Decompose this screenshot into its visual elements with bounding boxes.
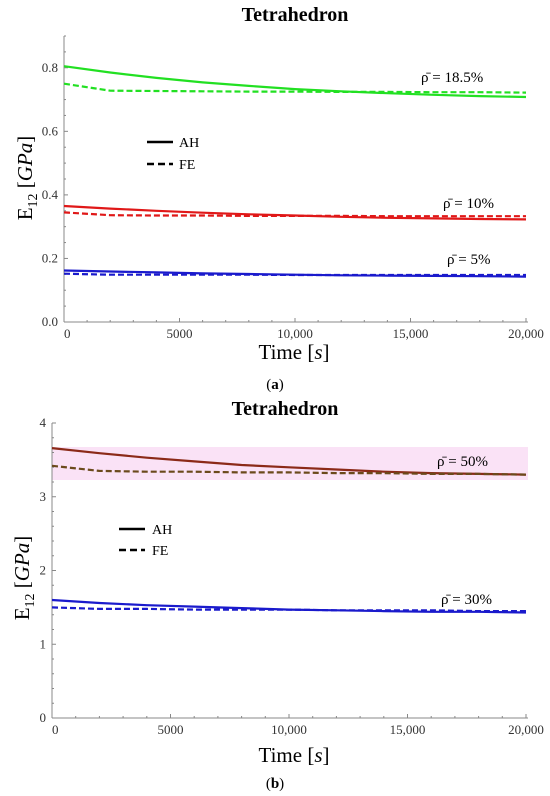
- y-tick-label-a: 0.4: [42, 187, 59, 202]
- x-tick-label-b: 5000: [158, 722, 184, 737]
- series-line-a-ah-4: [63, 269, 527, 278]
- legend-label-ah-a: AH: [179, 136, 199, 151]
- y-tick-label-b: 3: [40, 489, 47, 504]
- y-tick-label-a: 0.0: [42, 314, 58, 329]
- legend-label-ah-b: AH: [152, 523, 172, 538]
- legend-b: AH FE: [119, 523, 172, 559]
- caption-a: (a): [266, 377, 284, 393]
- series-line-b-ah-0: [51, 447, 527, 476]
- x-axis-label-b: Time [s]: [258, 743, 329, 767]
- annotation-rho-30: ρ̄ = 30%: [441, 592, 492, 608]
- x-tick-label-a: 5000: [167, 326, 193, 341]
- legend-label-fe-a: FE: [179, 158, 195, 173]
- annotation-rho-18-5: ρ̄ = 18.5%: [421, 70, 483, 86]
- x-unit-a: [s]: [307, 340, 329, 364]
- ticks-a: 0 5000 10,000 15,000 20,000 0.0 0.2 0.4 0.6 0.8: [42, 35, 544, 341]
- legend-label-fe-b: FE: [152, 544, 168, 559]
- chart-title-b: Tetrahedron: [232, 398, 339, 420]
- y-tick-label-b: 1: [40, 636, 47, 651]
- x-tick-label-b: 15,000: [390, 722, 426, 737]
- y-axis-label-a: E12 [GPa]: [13, 136, 41, 221]
- y-tick-label-b: 2: [40, 563, 47, 578]
- x-tick-label-b: 20,000: [508, 722, 544, 737]
- annotation-rho-50: ρ̄ = 50%: [437, 454, 488, 470]
- y-tick-label-a: 0.6: [42, 123, 59, 138]
- ticks-b: 0 5000 10,000 15,000 20,000 0 1 2 3 4: [40, 415, 544, 737]
- series-line-b-fe-3: [51, 606, 526, 613]
- x-tick-label-a: 20,000: [508, 326, 544, 341]
- chart-panel-a: Tetrahedron 0 5000 10,000 15,000 20,000 0.0 0.…: [13, 4, 544, 393]
- series-line-a-fe-5: [63, 272, 526, 277]
- x-tick-label-b: 0: [52, 722, 59, 737]
- chart-panel-b: Tetrahedron 0 5000 10,000 15,000 20,000 0 1 2 3 4…: [10, 398, 544, 792]
- annotation-rho-5: ρ̄ = 5%: [447, 252, 490, 268]
- caption-b: (b): [266, 776, 284, 792]
- x-axis-label-a: Time [s]: [258, 340, 329, 364]
- series-line-b-fe-1: [51, 464, 527, 476]
- x-tick-label-a: 0: [64, 326, 71, 341]
- series-line-a-ah-2: [63, 204, 527, 221]
- y-tick-label-b: 0: [40, 710, 47, 725]
- series-line-a-fe-1: [63, 82, 527, 94]
- x-unit-b: [s]: [307, 743, 329, 767]
- y-tick-label-a: 0.2: [42, 250, 58, 265]
- series-line-a-ah-0: [63, 65, 527, 99]
- legend-a: AH FE: [147, 136, 199, 173]
- y-tick-label-a: 0.8: [42, 60, 58, 75]
- x-tick-label-a: 10,000: [277, 326, 313, 341]
- series-line-a-fe-3: [63, 211, 526, 218]
- series-lines-b: [51, 447, 527, 614]
- chart-title-a: Tetrahedron: [242, 4, 349, 26]
- x-tick-label-a: 15,000: [393, 326, 429, 341]
- x-tick-label-b: 10,000: [271, 722, 307, 737]
- y-axis-label-b: E12 [GPa]: [10, 536, 38, 621]
- y-tick-label-b: 4: [40, 415, 47, 430]
- series-lines-a: [63, 65, 527, 278]
- annotation-rho-10: ρ̄ = 10%: [443, 196, 494, 212]
